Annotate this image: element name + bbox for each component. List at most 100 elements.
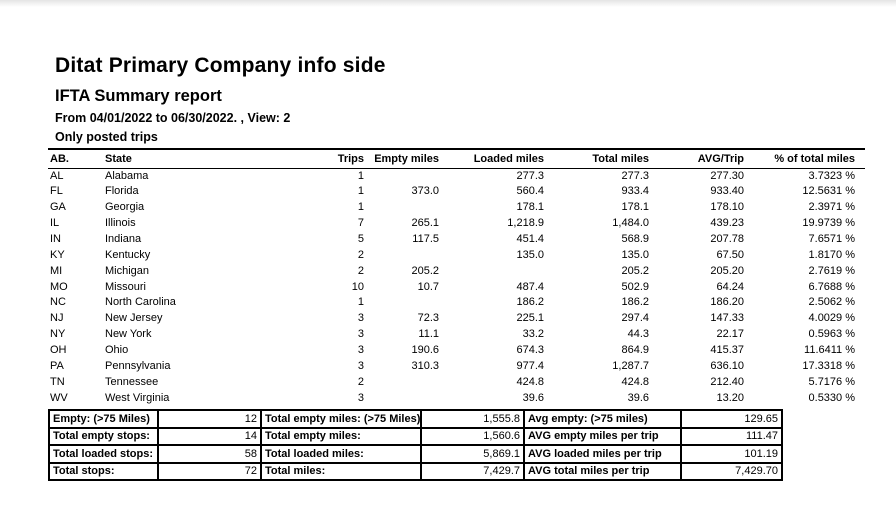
page-title: Ditat Primary Company info side	[55, 54, 386, 77]
filter-line: Only posted trips	[55, 130, 158, 144]
cell-empty	[370, 391, 445, 407]
report-subtitle: IFTA Summary report	[55, 87, 222, 105]
cell-avg: 212.40	[710, 375, 744, 388]
summary-c3-label: Avg empty: (>75 miles)	[524, 410, 681, 428]
cell-ab: MI	[50, 264, 63, 277]
cell-total: 186.2	[621, 296, 649, 309]
cell-ab: TN	[50, 375, 65, 388]
cell-pct: 5.7176 %	[808, 375, 855, 388]
cell-ab: KY	[50, 248, 65, 261]
cell-pct: 4.0029 %	[808, 312, 855, 325]
summary-c3-label: AVG empty miles per trip	[524, 427, 681, 445]
cell-total: 178.1	[621, 201, 649, 214]
cell-avg: 178.10	[710, 201, 744, 214]
cell-pct: 7.6571 %	[808, 232, 855, 245]
cell-pct: 12.5631 %	[802, 185, 855, 198]
cell-state: Alabama	[105, 169, 149, 182]
cell-loaded: 674.3	[516, 343, 544, 356]
summary-c1-value: 12	[158, 410, 261, 428]
cell-avg: 933.40	[710, 185, 744, 198]
cell-loaded: 135.0	[516, 248, 544, 261]
cell-trips: 1	[357, 201, 364, 214]
cell-loaded: 277.3	[516, 169, 544, 182]
summary-c2-value: 1,560.6	[421, 427, 524, 445]
cell-state: Missouri	[105, 280, 146, 293]
summary-c2-value: 7,429.7	[421, 462, 524, 480]
cell-state: Florida	[105, 185, 139, 198]
col-header-empty: Empty miles	[370, 148, 445, 169]
summary-c2-label: Total empty miles:	[261, 427, 421, 445]
cell-empty: 117.5	[412, 232, 439, 245]
cell-empty	[370, 248, 445, 264]
cell-trips: 2	[357, 248, 364, 261]
col-header-state: State	[100, 148, 310, 169]
cell-total: 568.9	[621, 232, 649, 245]
cell-loaded: 33.2	[522, 328, 544, 341]
summary-row: Empty: (>75 Miles) 12 Total empty miles: (…	[49, 410, 782, 428]
cell-pct: 2.3971 %	[808, 201, 855, 214]
cell-total: 502.9	[621, 280, 649, 293]
cell-empty	[370, 200, 445, 216]
cell-trips: 7	[357, 217, 364, 230]
cell-avg: 147.33	[710, 312, 744, 325]
cell-ab: NC	[50, 296, 66, 309]
cell-empty: 72.3	[417, 312, 439, 325]
ifta-state-table: AB. State Trips Empty miles Loaded miles…	[48, 148, 865, 406]
summary-row: Total loaded stops: 58 Total loaded miles:…	[49, 445, 782, 463]
summary-c2-value: 5,869.1	[421, 445, 524, 463]
cell-state: New York	[105, 328, 152, 341]
cell-pct: 19.9739 %	[802, 217, 855, 230]
date-range-line: From 04/01/2022 to 06/30/2022. , View: 2	[55, 111, 291, 125]
cell-empty	[370, 375, 445, 391]
cell-trips: 3	[357, 312, 364, 325]
cell-total: 205.2	[621, 264, 649, 277]
cell-trips: 1	[357, 185, 364, 198]
cell-total: 864.9	[621, 343, 649, 356]
cell-trips: 2	[357, 375, 364, 388]
cell-empty	[370, 168, 445, 184]
table-row: AL Alabama 1 277.3 277.3 277.30 3.7323 %	[48, 168, 865, 184]
summary-c2-label: Total empty miles: (>75 Miles)	[261, 410, 421, 428]
cell-total: 39.6	[627, 391, 649, 404]
summary-row: Total stops: 72 Total miles: 7,429.7 AVG tot…	[49, 462, 782, 480]
table-row: FL Florida 1 373.0 560.4 933.4 933.40 12.5631 %	[48, 184, 865, 200]
cell-pct: 3.7323 %	[808, 169, 855, 182]
summary-c2-value: 1,555.8	[421, 410, 524, 428]
cell-total: 1,484.0	[612, 217, 649, 230]
col-header-pct: % of total miles	[750, 148, 865, 169]
cell-trips: 1	[357, 296, 364, 309]
summary-c3-label: AVG total miles per trip	[524, 462, 681, 480]
cell-total: 933.4	[621, 185, 649, 198]
cell-total: 135.0	[621, 248, 649, 261]
cell-state: Kentucky	[105, 248, 151, 261]
cell-avg: 277.30	[710, 169, 744, 182]
cell-ab: NJ	[50, 312, 64, 325]
table-row: PA Pennsylvania 3 310.3 977.4 1,287.7 636.10 17…	[48, 359, 865, 375]
col-header-avg: AVG/Trip	[655, 148, 750, 169]
summary-c2-label: Total miles:	[261, 462, 421, 480]
cell-pct: 0.5330 %	[808, 391, 855, 404]
cell-avg: 207.78	[710, 232, 744, 245]
table-row: GA Georgia 1 178.1 178.1 178.10 2.3971 %	[48, 200, 865, 216]
cell-pct: 0.5963 %	[808, 328, 855, 341]
cell-empty: 11.1	[418, 328, 439, 341]
cell-ab: FL	[50, 185, 63, 198]
cell-avg: 439.23	[710, 217, 744, 230]
cell-pct: 2.7619 %	[808, 264, 855, 277]
cell-trips: 1	[357, 169, 364, 182]
table-row: NC North Carolina 1 186.2 186.2 186.20 2.5062 …	[48, 295, 865, 311]
cell-pct: 17.3318 %	[802, 359, 855, 372]
cell-trips: 5	[357, 232, 364, 245]
cell-ab: IL	[50, 217, 60, 230]
cell-state: Ohio	[105, 343, 129, 356]
cell-avg: 13.20	[716, 391, 744, 404]
cell-empty: 310.3	[411, 359, 439, 372]
summary-c1-label: Empty: (>75 Miles)	[49, 410, 158, 428]
cell-loaded: 560.4	[516, 185, 544, 198]
cell-loaded: 451.4	[516, 232, 544, 245]
cell-state: West Virginia	[105, 391, 170, 404]
cell-pct: 1.8170 %	[808, 248, 855, 261]
cell-state: New Jersey	[105, 312, 163, 325]
cell-ab: OH	[50, 343, 67, 356]
cell-trips: 10	[351, 280, 364, 293]
